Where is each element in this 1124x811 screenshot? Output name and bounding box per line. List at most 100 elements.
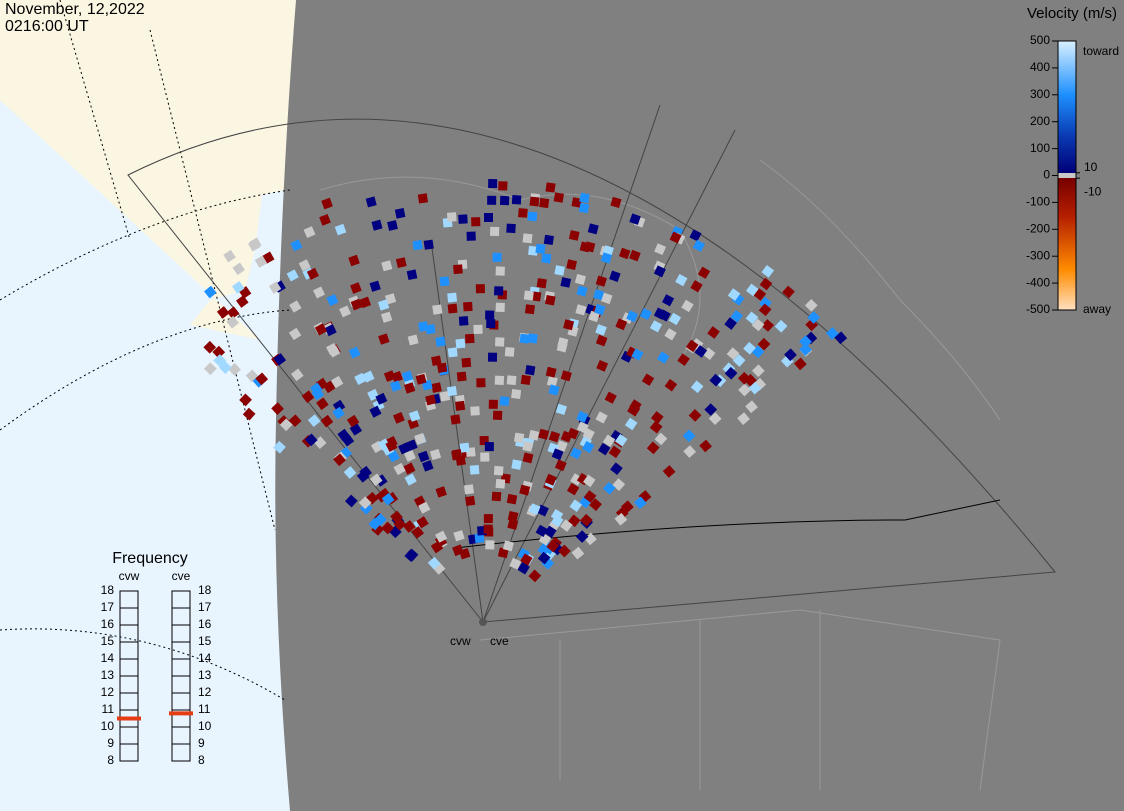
velocity-cell [661, 294, 675, 307]
velocity-cell [709, 373, 723, 387]
velocity-cell [522, 452, 534, 464]
velocity-cell [707, 326, 720, 339]
velocity-cell [692, 239, 706, 252]
velocity-cell [759, 277, 773, 291]
velocity-cell [393, 462, 406, 476]
velocity-cell [629, 213, 641, 225]
velocity-cell [626, 310, 639, 323]
velocity-cell [455, 400, 466, 411]
velocity-cell [408, 410, 421, 422]
velocity-cell [436, 362, 448, 373]
frequency-tick-label: 8 [107, 753, 114, 767]
velocity-cell [560, 277, 572, 288]
frequency-tick-label: 15 [101, 634, 115, 648]
velocity-cell [571, 546, 585, 560]
velocity-cell [483, 514, 493, 524]
velocity-cell [498, 181, 508, 191]
velocity-cell [576, 410, 589, 423]
velocity-cell [610, 196, 622, 209]
velocity-cell [639, 308, 652, 321]
colorbar-tick-label: 300 [1030, 87, 1050, 101]
velocity-cell [431, 382, 442, 393]
velocity-cell [226, 306, 240, 320]
velocity-cell [459, 442, 470, 453]
velocity-cell [271, 402, 284, 415]
velocity-cell [470, 406, 480, 416]
velocity-cell [555, 403, 568, 416]
velocity-cell [495, 302, 505, 313]
velocity-cell [615, 318, 628, 331]
velocity-cell [385, 293, 397, 305]
velocity-cell [553, 192, 564, 203]
velocity-cell [654, 243, 667, 256]
velocity-cell [633, 496, 647, 510]
velocity-cell [359, 296, 372, 309]
frequency-tick-label: 15 [198, 634, 212, 648]
velocity-cell [346, 414, 360, 428]
velocity-cell [732, 354, 746, 367]
velocity-cell [429, 448, 442, 461]
velocity-cell [465, 333, 475, 344]
velocity-cell [404, 449, 416, 462]
velocity-cell [668, 312, 682, 326]
velocity-cell [595, 275, 607, 287]
velocity-cell [528, 503, 541, 515]
velocity-cell [494, 286, 504, 296]
velocity-cell [761, 319, 775, 332]
velocity-cell [350, 298, 363, 311]
velocity-cell [405, 439, 418, 452]
velocity-cell [548, 431, 561, 443]
velocity-cell [407, 334, 419, 346]
velocity-cell [415, 373, 427, 385]
velocity-cell [288, 327, 302, 341]
velocity-cell [298, 259, 311, 272]
velocity-cell [507, 511, 519, 522]
velocity-cell [575, 304, 587, 316]
velocity-cell [704, 403, 718, 416]
velocity-cell [497, 547, 509, 559]
velocity-cell [331, 375, 344, 389]
velocity-cell [348, 346, 361, 359]
velocity-cell [343, 466, 357, 479]
velocity-cell [536, 278, 547, 289]
velocity-cell [758, 303, 772, 317]
velocity-cell [290, 239, 303, 252]
velocity-cell [614, 512, 628, 526]
velocity-cell [737, 371, 751, 385]
velocity-cell [560, 430, 573, 443]
velocity-cell [469, 464, 480, 475]
velocity-cell [216, 306, 230, 319]
velocity-cell [458, 214, 468, 224]
velocity-cell [579, 192, 590, 204]
velocity-cell [476, 378, 486, 388]
velocity-cell [568, 230, 580, 241]
velocity-cell [377, 438, 391, 451]
velocity-cell [537, 551, 551, 565]
velocity-cell [235, 295, 249, 308]
velocity-cell [416, 516, 429, 529]
velocity-cell [631, 348, 644, 361]
velocity-cell [471, 217, 481, 227]
velocity-cell [423, 239, 434, 250]
velocity-cell [546, 376, 558, 387]
velocity-cell [492, 252, 502, 262]
velocity-cell [226, 315, 239, 329]
velocity-cell [690, 380, 704, 394]
velocity-cell [453, 530, 465, 542]
velocity-cell [575, 530, 589, 543]
velocity-cell [602, 434, 616, 447]
velocity-cell [356, 469, 370, 483]
velocity-cell [804, 298, 818, 312]
velocity-cell [524, 304, 536, 315]
velocity-cell [685, 339, 699, 353]
velocity-cell [480, 452, 490, 462]
colorbar-bottom-label: away [1083, 302, 1111, 316]
velocity-cell [486, 319, 496, 329]
velocity-cell [418, 321, 429, 332]
colorbar-tick-label: -500 [1026, 302, 1050, 316]
velocity-cell [378, 333, 390, 345]
colorbar [1057, 40, 1077, 311]
frequency-tick-label: 14 [101, 651, 115, 665]
colorbar-tick-label: -400 [1026, 275, 1050, 289]
